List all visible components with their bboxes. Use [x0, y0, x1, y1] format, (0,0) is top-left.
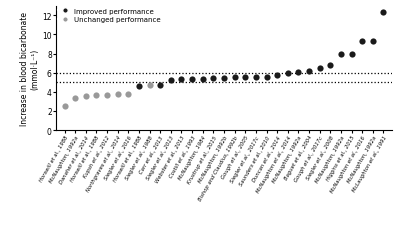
Point [284, 72, 291, 75]
Point [359, 40, 366, 44]
Point [338, 53, 344, 56]
Point [125, 92, 132, 96]
Point [232, 76, 238, 80]
Legend: Improved performance, Unchanged performance: Improved performance, Unchanged performa… [58, 9, 161, 23]
Point [168, 79, 174, 83]
Point [104, 93, 110, 97]
Point [200, 78, 206, 82]
Point [136, 85, 142, 88]
Point [380, 12, 387, 15]
Point [242, 76, 248, 80]
Point [178, 78, 185, 82]
Point [72, 96, 78, 100]
Point [93, 93, 100, 97]
Point [114, 92, 121, 96]
Point [316, 67, 323, 70]
Point [210, 77, 216, 81]
Point [61, 105, 68, 108]
Point [370, 40, 376, 44]
Point [146, 84, 153, 88]
Point [263, 76, 270, 80]
Point [306, 70, 312, 73]
Point [157, 84, 164, 88]
Point [274, 74, 280, 77]
Point [348, 53, 355, 56]
Point [295, 71, 302, 74]
Point [189, 78, 195, 82]
Point [82, 94, 89, 98]
Point [327, 64, 334, 68]
Point [221, 77, 227, 81]
Point [253, 76, 259, 80]
Y-axis label: Increase in blood bicarbonate
(mmol·L⁻¹): Increase in blood bicarbonate (mmol·L⁻¹) [20, 12, 40, 125]
